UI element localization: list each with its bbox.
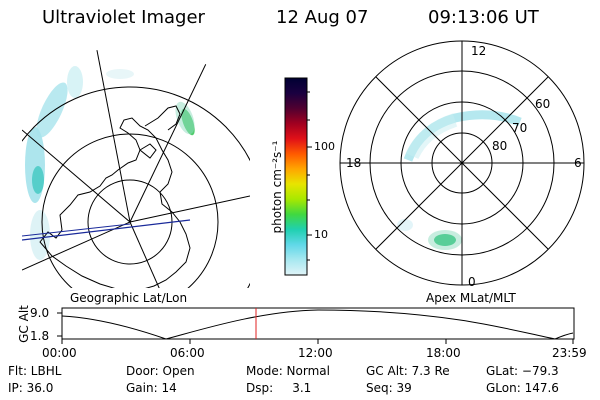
mlt-meridians — [340, 41, 584, 285]
mlt-label-left: 18 — [346, 156, 362, 170]
xtick-1800: 18:00 — [426, 346, 461, 360]
altitude-plot-frame — [61, 307, 575, 340]
right-panel-label: Apex MLat/MLT — [426, 291, 516, 305]
gc-alt-info: GC Alt: 7.3 Re — [366, 364, 450, 378]
satellite-track-2 — [22, 223, 131, 237]
altitude-ytick-bottom: 1.8 — [30, 329, 50, 343]
filter-info: Flt: LBHL — [8, 364, 62, 378]
xtick-1200: 12:00 — [298, 346, 333, 360]
door-info: Door: Open — [126, 364, 195, 378]
instrument-title: Ultraviolet Imager — [42, 7, 205, 28]
dsp-info: Dsp: 3.1 — [246, 381, 312, 395]
mlt-label-bottom: 0 — [468, 275, 476, 289]
satellite-track — [22, 219, 191, 241]
longitude-lines — [22, 47, 250, 288]
auroral-emission — [25, 66, 195, 260]
left-panel-label: Geographic Lat/Lon — [70, 291, 188, 305]
altitude-ytick-top: 9.0 — [30, 306, 50, 320]
altitude-axis-label: GC Alt — [17, 305, 31, 343]
mode-info: Mode: Normal — [246, 364, 330, 378]
mlt-label-top: 12 — [471, 44, 487, 58]
seq-info: Seq: 39 — [366, 381, 412, 395]
glat-info: GLat: −79.3 — [486, 364, 559, 378]
mlat-label-70: 70 — [512, 121, 528, 135]
observation-date: 12 Aug 07 — [276, 7, 369, 28]
xtick-2359: 23:59 — [552, 346, 587, 360]
observation-time: 09:13:06 UT — [428, 7, 539, 28]
xtick-0000: 00:00 — [42, 346, 77, 360]
mlat-label-80: 80 — [492, 139, 508, 153]
colorbar-scale — [284, 77, 308, 276]
mlat-label-60: 60 — [535, 97, 551, 111]
colorbar-tick-100: 100 — [314, 140, 335, 153]
altitude-curve — [61, 309, 574, 340]
glon-info: GLon: 147.6 — [486, 381, 559, 395]
xtick-0600: 06:00 — [170, 346, 205, 360]
coastline — [39, 117, 191, 288]
mlt-label-right: 6 — [574, 156, 582, 170]
gain-info: Gain: 14 — [126, 381, 177, 395]
colorbar-tick-10: 10 — [314, 228, 328, 241]
ip-info: IP: 36.0 — [8, 381, 54, 395]
